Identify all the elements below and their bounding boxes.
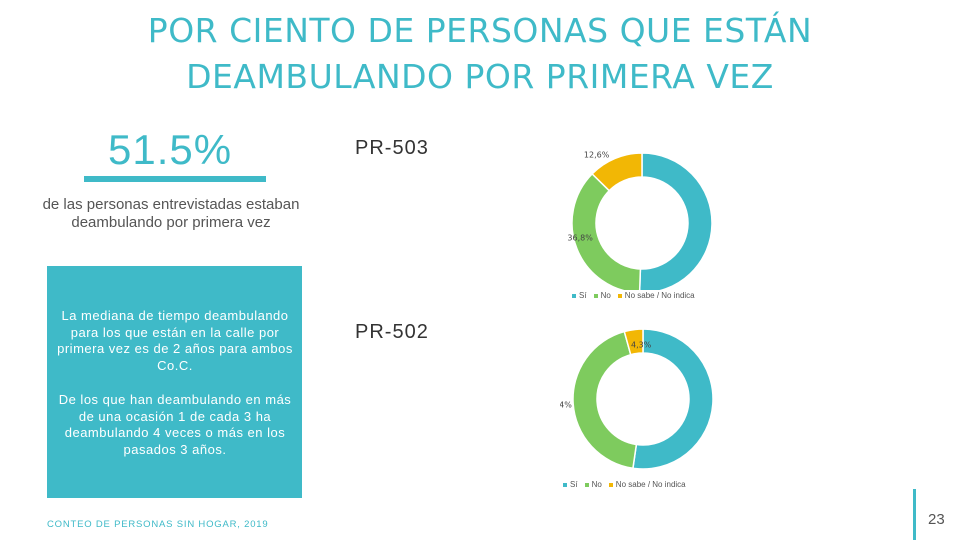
page-number-bar [913,489,916,540]
legend-label: No sabe / No indica [615,480,686,489]
chart-title-pr502: PR-502 [355,321,429,343]
legend-swatch [572,293,576,298]
slice-si-chart1 [638,152,713,290]
donut-chart-pr502: 52,3%43,4%4,3% [560,328,714,470]
stat-caption: de las personas entrevistadas estaban de… [42,196,300,231]
slice-si-chart2 [632,328,714,470]
slice-no-chart1 [571,172,642,290]
slice-label-chart1: 12,6% [584,150,610,159]
legend-item-chart1: Sí [572,291,587,300]
legend-item-chart1: No [593,291,611,300]
legend-item-chart2: Sí [563,480,578,489]
legend-swatch [584,482,589,487]
slice-nosabe-chart2 [623,328,644,356]
legend-label: No [591,480,602,489]
info-paragraph-1: La mediana de tiempo deambulando para lo… [57,308,293,373]
legend-swatch [608,482,613,487]
page-number: 23 [928,511,945,528]
legend-swatch [593,293,598,298]
legend-label: Sí [570,480,578,489]
slice-no-chart2 [572,330,638,470]
chart-title-pr503: PR-503 [355,137,429,159]
legend-swatch [563,482,567,487]
legend-item-chart2: No [584,480,602,489]
legend-label: No [600,291,611,300]
chart-legend-pr503: Sí No No sabe / No indica [572,291,702,300]
info-paragraph-2: De los que han deambulando en más de una… [58,392,292,457]
legend-item-chart2: No sabe / No indica [608,480,686,489]
slice-nosabe-chart1 [591,152,643,192]
donut-chart-pr503: 50,5%36,8%12,6% [567,150,713,290]
stat-underline [84,176,266,182]
chart-legend-pr502: Sí No No sabe / No indica [563,480,693,489]
slice-label-chart2: 43,4% [560,401,572,410]
slice-label-chart2: 4,3% [631,341,652,350]
headline-stat: 51.5% [108,126,233,173]
slice-label-chart1: 36,8% [567,233,593,242]
legend-item-chart1: No sabe / No indica [617,291,695,300]
legend-label: Sí [579,291,587,300]
legend-swatch [617,293,622,298]
footer-text: CONTEO DE PERSONAS SIN HOGAR, 2019 [47,519,269,530]
legend-label: No sabe / No indica [624,291,695,300]
info-box: La mediana de tiempo deambulando para lo… [47,266,302,498]
page-title: POR CIENTO DE PERSONAS QUE ESTÁN DEAMBUL… [147,11,813,96]
